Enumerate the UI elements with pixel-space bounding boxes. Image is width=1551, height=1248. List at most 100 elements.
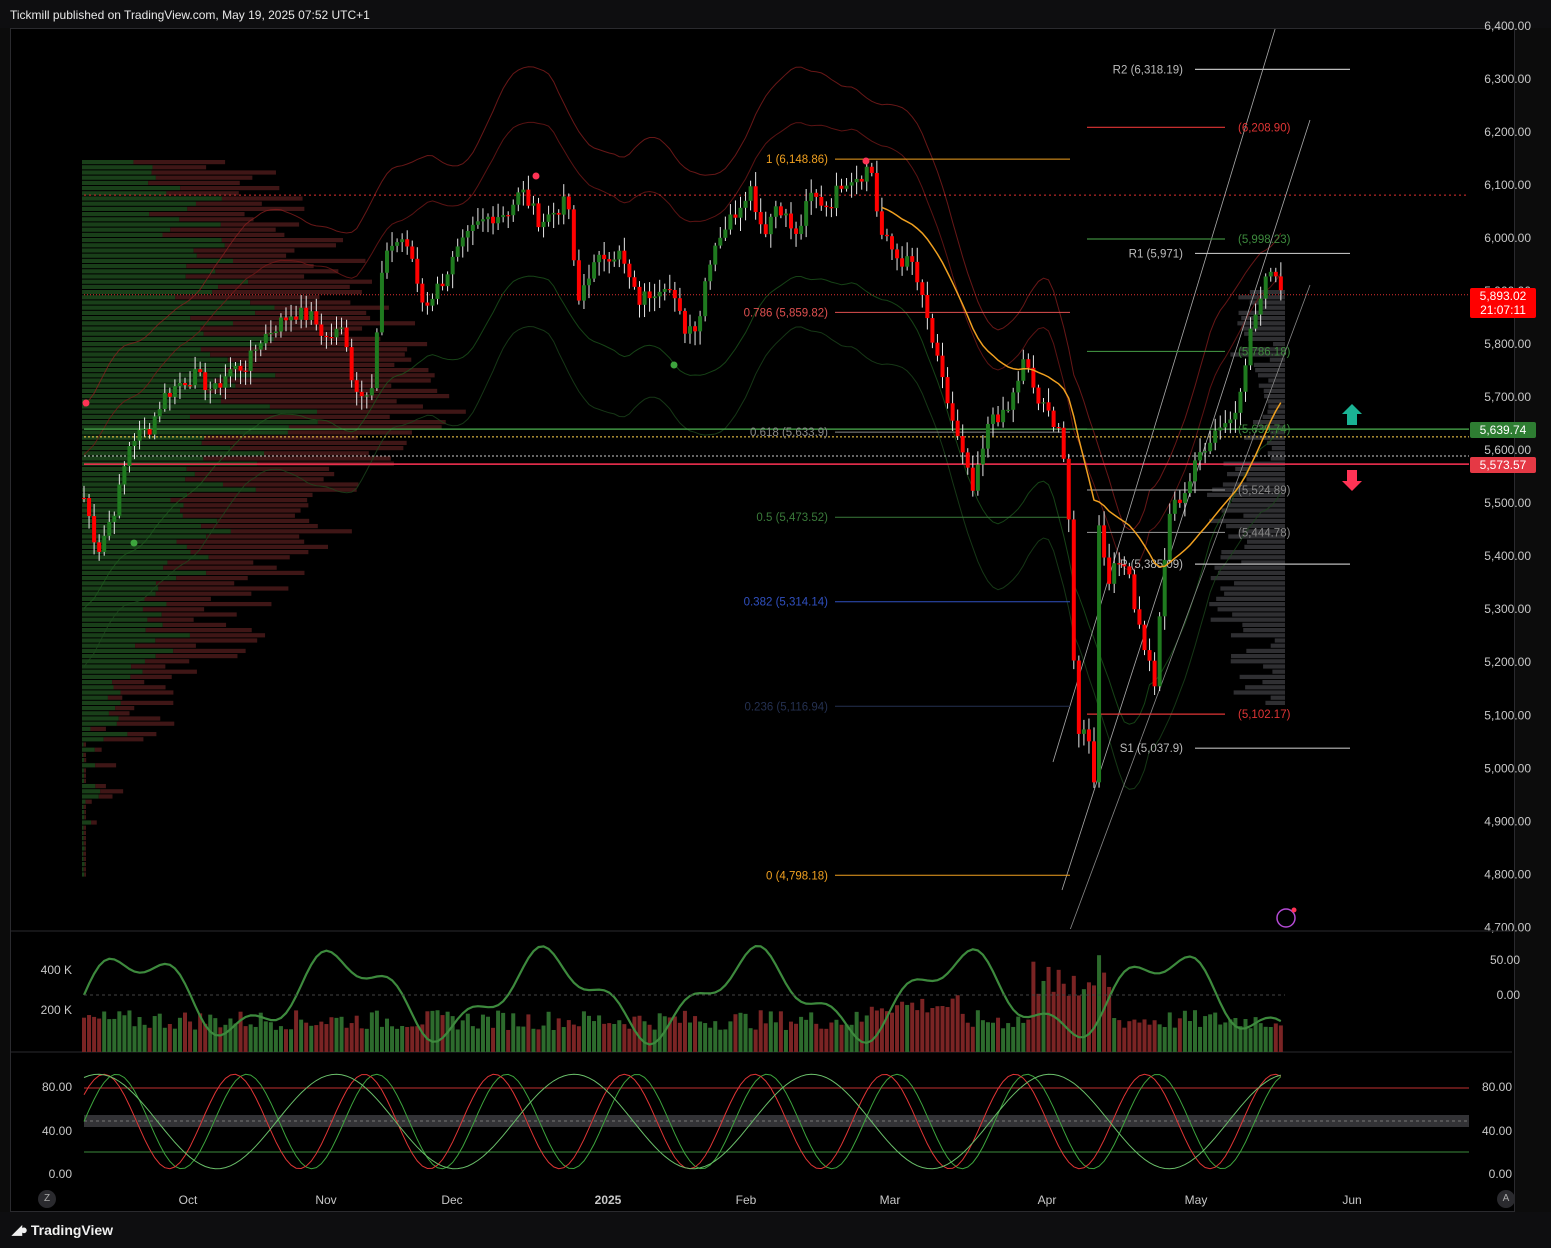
volume-bar xyxy=(273,1029,278,1052)
volume-bar xyxy=(1177,1018,1182,1052)
volume-bar xyxy=(1016,1016,1021,1052)
price-axis-label: 6,100.00 xyxy=(1484,178,1531,192)
candle-up xyxy=(531,203,536,206)
candle-down xyxy=(284,317,288,321)
volume-profile-bar-up xyxy=(82,810,85,815)
candle-up xyxy=(1001,409,1006,423)
volume-profile-bar-down xyxy=(84,846,86,851)
volume-profile-bar-recent xyxy=(1209,518,1285,523)
volume-bar xyxy=(1036,993,1041,1052)
candle-down xyxy=(319,324,324,336)
volume-bar xyxy=(970,1026,975,1052)
volume-profile-bar-up xyxy=(82,680,113,685)
volume-profile-bar-up xyxy=(82,316,191,321)
volume-bar xyxy=(450,1016,455,1052)
volume-profile-bar-down xyxy=(250,300,351,305)
candle-down xyxy=(824,205,829,208)
volume-bar xyxy=(657,1013,662,1052)
volume-profile-bar-up xyxy=(82,768,84,773)
volume-profile-bar-up xyxy=(82,534,207,539)
price-axis-label: 4,800.00 xyxy=(1484,867,1531,881)
volume-bar xyxy=(814,1023,819,1052)
candle-up xyxy=(390,245,395,251)
volume-bar xyxy=(627,1028,632,1052)
volume-profile-bar-recent xyxy=(1221,550,1285,555)
candle-up xyxy=(748,186,753,201)
volume-profile-bar-recent xyxy=(1216,596,1285,601)
volume-bar xyxy=(748,1028,753,1052)
volume-bar xyxy=(233,1023,238,1052)
candle-up xyxy=(1243,365,1248,392)
candle-up xyxy=(1167,513,1172,560)
auto-scale-button[interactable]: A xyxy=(1497,1190,1515,1208)
volume-profile-bar-recent xyxy=(1230,659,1285,664)
volume-bar xyxy=(693,1016,698,1052)
volume-profile-bar-up xyxy=(82,295,176,300)
candle-down xyxy=(814,192,819,197)
candle-up xyxy=(975,464,980,491)
volume-profile-bar-up xyxy=(82,758,85,763)
volume-profile-bar-up xyxy=(82,326,201,331)
volume-profile-bar-up xyxy=(82,706,116,711)
volume-profile-bar-up xyxy=(82,466,187,471)
candle-up xyxy=(233,365,238,370)
volume-bar xyxy=(566,1020,571,1052)
candle-down xyxy=(758,212,763,225)
candle-down xyxy=(859,178,864,182)
volume-bar xyxy=(1182,1010,1187,1052)
volume-bar xyxy=(1258,1023,1263,1052)
candle-up xyxy=(1081,729,1086,734)
volume-profile-bar-up xyxy=(82,503,184,508)
volume-profile-bar-up xyxy=(82,674,131,679)
volume-profile-bar-down xyxy=(161,612,237,617)
volume-profile-bar-up xyxy=(82,872,85,877)
volume-bar xyxy=(1142,1019,1147,1052)
volume-profile-bar-down xyxy=(131,664,166,669)
volume-profile-bar-down xyxy=(317,409,466,414)
volume-profile-bar-down xyxy=(287,430,412,435)
candle-down xyxy=(405,239,410,247)
volume-profile-bar-up xyxy=(82,648,174,653)
candle-down xyxy=(890,236,894,250)
volume-bar xyxy=(1193,1010,1197,1052)
candle-up xyxy=(1172,499,1177,514)
volume-bar xyxy=(243,1026,248,1052)
candle-up xyxy=(152,416,157,435)
candle-up xyxy=(112,515,117,522)
candle-up xyxy=(985,423,990,449)
volume-bar xyxy=(167,1023,172,1052)
volume-profile-bar-recent xyxy=(1262,414,1285,419)
volume-bar xyxy=(728,1021,733,1052)
candle-up xyxy=(511,204,516,216)
volume-bar xyxy=(879,1008,884,1052)
volume-bar xyxy=(1031,961,1036,1052)
candle-down xyxy=(354,380,359,392)
candle-up xyxy=(738,207,743,218)
zoom-reset-button[interactable]: Z xyxy=(38,1190,56,1208)
volume-profile-bar-down xyxy=(190,550,309,555)
tradingview-logo[interactable]: ◢● TradingView xyxy=(12,1222,113,1238)
volume-bar xyxy=(289,1029,294,1052)
volume-bar xyxy=(1278,1025,1283,1052)
candle-down xyxy=(960,436,965,453)
volume-bar xyxy=(667,1017,672,1052)
candle-up xyxy=(107,521,112,536)
volume-profile-bar-up xyxy=(82,186,181,191)
volume-profile-bar-down xyxy=(187,492,313,497)
candle-up xyxy=(991,414,995,424)
volume-bar xyxy=(1253,1017,1258,1052)
candle-up xyxy=(137,429,142,441)
candle-down xyxy=(1061,427,1066,459)
candle-up xyxy=(364,395,369,397)
candle-down xyxy=(789,213,793,229)
volume-axis-label: 400 K xyxy=(41,963,72,977)
volume-profile-bar-down xyxy=(162,232,285,237)
candle-down xyxy=(218,383,223,388)
candle-up xyxy=(339,327,344,329)
candle-down xyxy=(1273,271,1278,277)
candle-down xyxy=(925,294,930,319)
volume-profile-bar-up xyxy=(82,196,222,201)
volume-profile-bar-down xyxy=(113,685,166,690)
candle-up xyxy=(612,259,617,262)
